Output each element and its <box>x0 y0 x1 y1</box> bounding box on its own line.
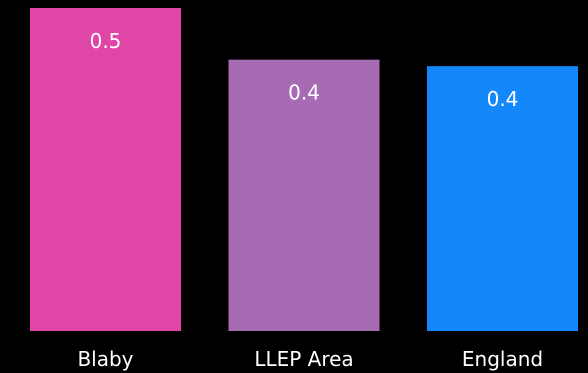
category-labels-group: Blaby LLEP Area England <box>77 347 543 371</box>
category-label-blaby: Blaby <box>77 347 133 371</box>
bar-blaby <box>30 8 181 331</box>
bars-group <box>30 8 578 332</box>
data-label-blaby: 0.5 <box>90 29 122 53</box>
data-labels-group: 0.5 0.4 0.4 <box>90 29 519 111</box>
data-label-england: 0.4 <box>487 87 519 111</box>
bar-llep-area <box>228 59 380 332</box>
category-label-england: England <box>462 347 543 371</box>
bar-england <box>427 66 578 331</box>
data-label-llep-area: 0.4 <box>288 81 320 105</box>
category-label-llep-area: LLEP Area <box>254 347 353 371</box>
